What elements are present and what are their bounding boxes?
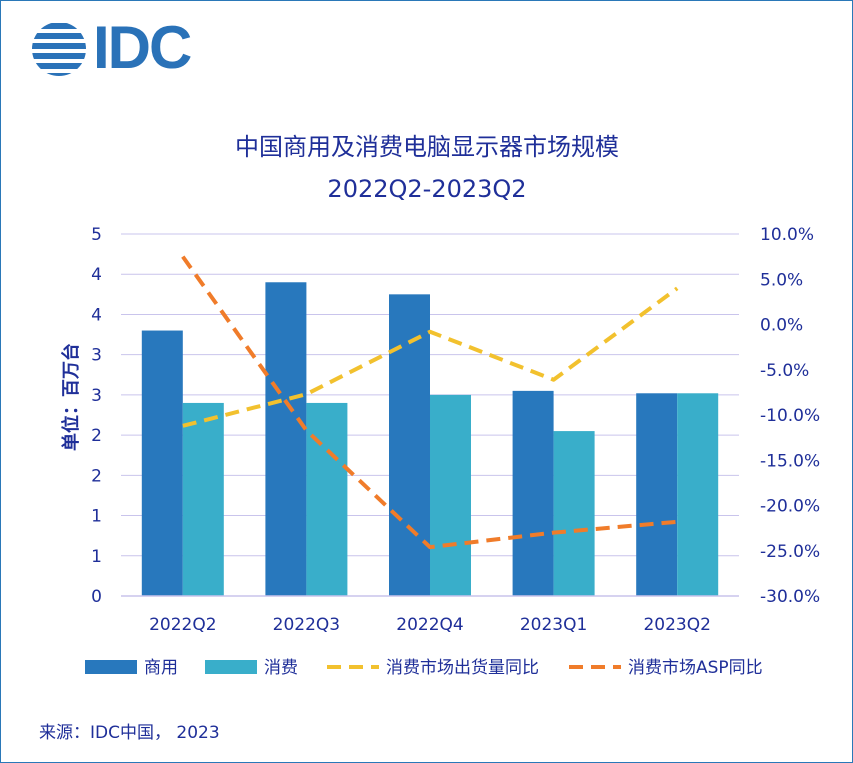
chart-title: 中国商用及消费电脑显示器市场规模: [235, 133, 619, 161]
axes: 0 1 1 2 2 3 3 4 4 5 -30.0% -25.0% -20.0% -15.0% -10.0%…: [91, 225, 820, 635]
bar-commercial: [512, 390, 554, 596]
legend: 商用 消费 消费市场出货量同比 消费市场ASP同比: [85, 658, 763, 678]
x-tick-label: 2022Q3: [273, 615, 340, 635]
y2-tick-label: -20.0%: [760, 497, 820, 517]
y-tick-label: 4: [91, 305, 102, 325]
y2-tick-label: -5.0%: [760, 361, 809, 381]
bar-commercial: [141, 330, 183, 596]
x-tick-label: 2022Q4: [396, 615, 463, 635]
idc-logo-text: IDC: [93, 14, 192, 81]
y-tick-label: 4: [91, 265, 102, 285]
y-tick-label: 2: [91, 466, 102, 486]
line-asp-yoy: [181, 255, 678, 550]
legend-consumer-label: 消费: [264, 658, 298, 678]
y-tick-label: 1: [91, 547, 102, 567]
bar-consumer: [553, 431, 595, 596]
legend-shipment-yoy-label: 消费市场出货量同比: [386, 658, 539, 678]
bar-consumer: [306, 402, 348, 596]
line-shipment-yoy: [182, 286, 679, 428]
chart-subtitle: 2022Q2-2023Q2: [327, 175, 526, 203]
source-note: 来源：IDC中国， 2023: [39, 723, 220, 743]
x-tick-label: 2022Q2: [149, 615, 216, 635]
idc-logo-globe-icon: [32, 23, 86, 76]
y2-tick-label: -30.0%: [760, 587, 820, 607]
bars: [141, 282, 719, 596]
y-axis-label: 单位：百万台: [60, 343, 82, 451]
y-tick-label: 2: [91, 426, 102, 446]
y-tick-label: 1: [91, 507, 102, 527]
legend-commercial-swatch: [85, 660, 137, 674]
bar-commercial: [389, 294, 430, 596]
y2-tick-label: 5.0%: [760, 270, 803, 290]
bar-consumer: [182, 402, 224, 596]
y2-tick-label: -25.0%: [760, 542, 820, 562]
x-tick-label: 2023Q1: [520, 615, 587, 635]
y2-tick-label: 10.0%: [760, 225, 814, 245]
y-tick-label: 3: [91, 386, 102, 406]
legend-asp-yoy-label: 消费市场ASP同比: [628, 658, 763, 678]
y2-tick-label: -15.0%: [760, 451, 820, 471]
legend-commercial-label: 商用: [144, 658, 178, 678]
y-tick-label: 3: [91, 346, 102, 366]
x-tick-label: 2023Q2: [643, 615, 710, 635]
bar-commercial: [636, 393, 678, 596]
bar-consumer: [677, 393, 719, 596]
bar-consumer: [430, 394, 471, 596]
legend-consumer-swatch: [205, 660, 257, 674]
bar-commercial: [265, 282, 307, 596]
y2-tick-label: -10.0%: [760, 406, 820, 426]
y2-tick-label: 0.0%: [760, 316, 803, 336]
y-tick-label: 0: [91, 587, 102, 607]
y-tick-label: 5: [91, 225, 102, 245]
lines: [181, 255, 679, 550]
